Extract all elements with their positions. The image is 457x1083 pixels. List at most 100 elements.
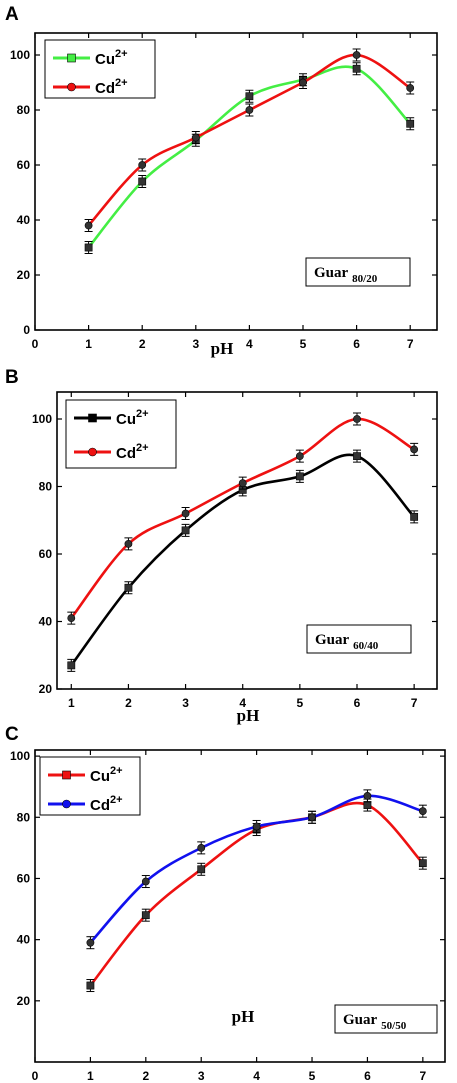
data-point xyxy=(245,92,254,101)
y-tick-label: 0 xyxy=(23,323,30,337)
x-tick-label: 4 xyxy=(253,1069,260,1083)
legend: Cu2+Cd2+ xyxy=(44,39,156,99)
legend: Cu2+Cd2+ xyxy=(65,399,177,469)
chart-panel-b: B 20 40 60 80 100 1 2 3 4 5 6 7 pH Cu2+Cd2+ Guar 60/40 xyxy=(5,367,438,725)
y-tick-label: 100 xyxy=(10,749,30,763)
legend-entry-charge: 2+ xyxy=(136,442,149,454)
x-axis-label: pH xyxy=(211,339,234,358)
data-point xyxy=(197,865,206,874)
panel-label: A xyxy=(5,4,19,25)
panel-label: C xyxy=(5,724,19,745)
x-tick-label: 4 xyxy=(239,696,246,710)
x-tick-label: 1 xyxy=(85,337,92,351)
sample-label-box: Guar 80/20 xyxy=(305,257,411,287)
legend-box xyxy=(65,399,177,469)
x-tick-label: 2 xyxy=(125,696,132,710)
data-point xyxy=(406,84,415,92)
data-point xyxy=(406,119,415,128)
data-point xyxy=(67,614,76,623)
y-tick-label: 100 xyxy=(32,412,52,426)
y-tick-label: 20 xyxy=(17,268,31,282)
y-tick-label: 20 xyxy=(39,682,53,696)
legend: Cu2+Cd2+ xyxy=(39,756,141,816)
x-tick-label: 6 xyxy=(353,337,360,351)
x-tick-label: 7 xyxy=(407,337,414,351)
x-tick-label: 6 xyxy=(354,696,361,710)
x-tick-label: 7 xyxy=(419,1069,426,1083)
x-tick-label: 6 xyxy=(364,1069,371,1083)
data-point xyxy=(141,911,150,920)
x-tick-label: 2 xyxy=(139,337,146,351)
data-point xyxy=(238,479,247,488)
data-point xyxy=(353,415,361,423)
data-point xyxy=(363,801,372,809)
x-tick-label: 0 xyxy=(32,1069,39,1083)
x-tick-label: 5 xyxy=(309,1069,316,1083)
data-point xyxy=(86,938,95,947)
plot-frame xyxy=(34,749,446,1063)
x-tick-label: 3 xyxy=(192,337,199,351)
y-tick-label: 60 xyxy=(39,547,53,561)
data-point xyxy=(353,452,361,461)
data-point xyxy=(418,807,427,816)
data-point xyxy=(308,813,316,822)
legend-swatch-marker xyxy=(88,447,97,457)
data-point xyxy=(418,859,427,868)
sample-box-frame xyxy=(334,1004,438,1034)
data-point xyxy=(352,51,361,59)
legend-swatch-marker xyxy=(62,770,71,780)
chart-panel-c: C 20 40 60 80 100 0 1 2 3 4 5 6 7 pH Cu2+Cd2+ Guar 50/50 xyxy=(5,724,446,1083)
sample-label-box: Guar 60/40 xyxy=(306,624,412,654)
data-point xyxy=(84,221,93,230)
x-axis-label: pH xyxy=(237,706,260,725)
x-tick-label: 3 xyxy=(198,1069,205,1083)
x-tick-label: 1 xyxy=(87,1069,94,1083)
y-tick-label: 80 xyxy=(39,480,53,494)
data-point xyxy=(197,843,206,852)
y-tick-label: 100 xyxy=(10,48,30,62)
data-point xyxy=(410,445,419,454)
y-tick-label: 40 xyxy=(17,933,31,947)
chart-panel-a: A 0 20 40 60 80 100 0 1 2 3 4 5 6 7 pH Cu2+Cd2+ Guar 80/20 xyxy=(5,4,438,358)
series-cd xyxy=(67,412,419,625)
data-point xyxy=(67,661,76,670)
legend-swatch-marker xyxy=(62,799,71,809)
x-tick-label: 5 xyxy=(300,337,307,351)
legend-entry-charge: 2+ xyxy=(110,765,123,777)
y-tick-label: 80 xyxy=(17,810,31,824)
legend-entry-charge: 2+ xyxy=(115,77,128,89)
x-tick-label: 1 xyxy=(68,696,75,710)
x-tick-label: 5 xyxy=(297,696,304,710)
sample-ratio: 50/50 xyxy=(381,1020,407,1032)
x-tick-label: 0 xyxy=(32,337,39,351)
data-point xyxy=(295,472,304,481)
sample-ratio: 80/20 xyxy=(352,273,378,285)
data-point xyxy=(245,106,254,114)
plot-frame xyxy=(34,32,438,331)
data-point xyxy=(124,583,133,592)
legend-swatch-marker xyxy=(67,82,76,92)
y-tick-label: 20 xyxy=(17,994,31,1008)
data-point xyxy=(141,877,150,886)
x-axis-label: pH xyxy=(232,1007,255,1026)
plot-frame xyxy=(56,391,438,690)
sample-label-box: Guar 50/50 xyxy=(334,1004,438,1034)
data-point xyxy=(299,78,307,87)
series-cd xyxy=(84,48,415,232)
data-point xyxy=(363,791,372,800)
legend-swatch-marker xyxy=(88,413,97,423)
data-point xyxy=(410,512,419,521)
data-point xyxy=(252,822,261,831)
panel-label: B xyxy=(5,367,19,388)
series-cu xyxy=(67,449,419,672)
data-point xyxy=(191,133,200,142)
x-tick-label: 2 xyxy=(142,1069,149,1083)
y-tick-label: 60 xyxy=(17,158,31,172)
data-point xyxy=(138,177,147,186)
y-tick-label: 40 xyxy=(39,615,53,629)
data-point xyxy=(181,526,190,535)
sample-box-frame xyxy=(305,257,411,287)
data-point xyxy=(181,509,190,518)
x-tick-label: 4 xyxy=(246,337,253,351)
